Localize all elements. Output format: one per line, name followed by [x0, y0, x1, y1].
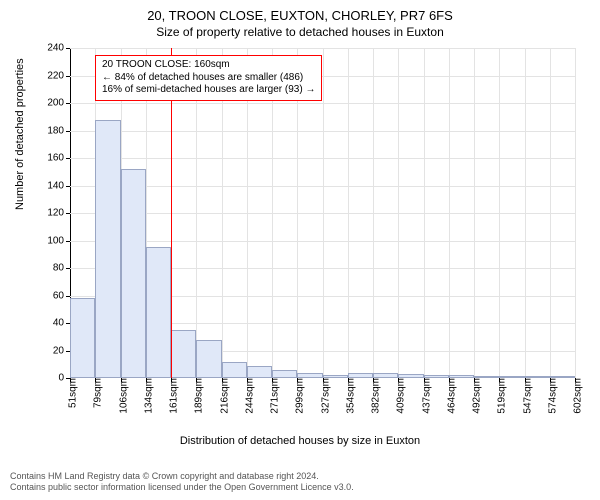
y-tick-label: 60 — [53, 290, 70, 301]
gridline-v — [398, 48, 399, 378]
footer-line-2: Contains public sector information licen… — [10, 482, 354, 494]
annotation-line: 20 TROON CLOSE: 160sqm — [102, 59, 315, 72]
x-tick-label: 244sqm — [238, 378, 255, 414]
x-tick-label: 134sqm — [137, 378, 154, 414]
x-tick-label: 519sqm — [491, 378, 508, 414]
annotation-line: ← 84% of detached houses are smaller (48… — [102, 72, 315, 85]
histogram-bar — [222, 362, 247, 379]
histogram-bar — [348, 373, 373, 379]
chart-title-line2: Size of property relative to detached ho… — [0, 23, 600, 39]
footer-attribution: Contains HM Land Registry data © Crown c… — [10, 471, 354, 494]
y-tick-label: 220 — [47, 70, 70, 81]
gridline-v — [525, 48, 526, 378]
y-tick-label: 100 — [47, 235, 70, 246]
x-tick-label: 437sqm — [415, 378, 432, 414]
x-tick-label: 382sqm — [365, 378, 382, 414]
histogram-bar — [70, 298, 95, 378]
x-tick-label: 327sqm — [314, 378, 331, 414]
histogram-bar — [95, 120, 120, 379]
y-tick-label: 140 — [47, 180, 70, 191]
x-tick-label: 79sqm — [87, 378, 104, 408]
histogram-bar — [499, 376, 524, 378]
x-tick-label: 299sqm — [289, 378, 306, 414]
x-tick-label: 161sqm — [163, 378, 180, 414]
histogram-bar — [550, 376, 575, 378]
y-axis-title: Number of detached properties — [14, 58, 26, 210]
x-tick-label: 547sqm — [516, 378, 533, 414]
x-tick-label: 354sqm — [339, 378, 356, 414]
gridline-v — [424, 48, 425, 378]
footer-line-1: Contains HM Land Registry data © Crown c… — [10, 471, 354, 483]
y-tick-label: 20 — [53, 345, 70, 356]
histogram-bar — [323, 375, 348, 378]
y-tick-label: 180 — [47, 125, 70, 136]
histogram-bar — [121, 169, 146, 378]
annotation-box: 20 TROON CLOSE: 160sqm← 84% of detached … — [95, 55, 322, 101]
x-tick-label: 574sqm — [541, 378, 558, 414]
x-tick-label: 106sqm — [112, 378, 129, 414]
gridline-v — [449, 48, 450, 378]
gridline-v — [474, 48, 475, 378]
histogram-bar — [146, 247, 171, 378]
x-tick-label: 492sqm — [466, 378, 483, 414]
x-tick-label: 51sqm — [62, 378, 79, 408]
x-tick-label: 409sqm — [390, 378, 407, 414]
y-tick-label: 80 — [53, 263, 70, 274]
histogram-bar — [449, 375, 474, 378]
x-tick-label: 464sqm — [440, 378, 457, 414]
histogram-bar — [297, 373, 322, 379]
y-tick-label: 40 — [53, 318, 70, 329]
annotation-line: 16% of semi-detached houses are larger (… — [102, 84, 315, 97]
chart-title-line1: 20, TROON CLOSE, EUXTON, CHORLEY, PR7 6F… — [0, 0, 600, 23]
chart-container: 20, TROON CLOSE, EUXTON, CHORLEY, PR7 6F… — [0, 0, 600, 500]
y-tick-label: 120 — [47, 208, 70, 219]
gridline-v — [348, 48, 349, 378]
y-tick-label: 200 — [47, 98, 70, 109]
gridline-v — [575, 48, 576, 378]
histogram-bar — [398, 374, 423, 378]
x-tick-label: 271sqm — [264, 378, 281, 414]
histogram-bar — [424, 375, 449, 378]
x-tick-label: 189sqm — [188, 378, 205, 414]
x-axis-title: Distribution of detached houses by size … — [0, 435, 600, 447]
x-tick-label: 602sqm — [567, 378, 584, 414]
x-tick-label: 216sqm — [213, 378, 230, 414]
histogram-bar — [474, 376, 499, 378]
histogram-bar — [525, 376, 550, 378]
histogram-bar — [196, 340, 221, 379]
gridline-v — [499, 48, 500, 378]
y-tick-label: 160 — [47, 153, 70, 164]
gridline-v — [373, 48, 374, 378]
histogram-bar — [171, 330, 196, 378]
histogram-bar — [373, 373, 398, 379]
y-tick-label: 240 — [47, 43, 70, 54]
gridline-v — [323, 48, 324, 378]
histogram-bar — [272, 370, 297, 378]
histogram-bar — [247, 366, 272, 378]
gridline-v — [550, 48, 551, 378]
